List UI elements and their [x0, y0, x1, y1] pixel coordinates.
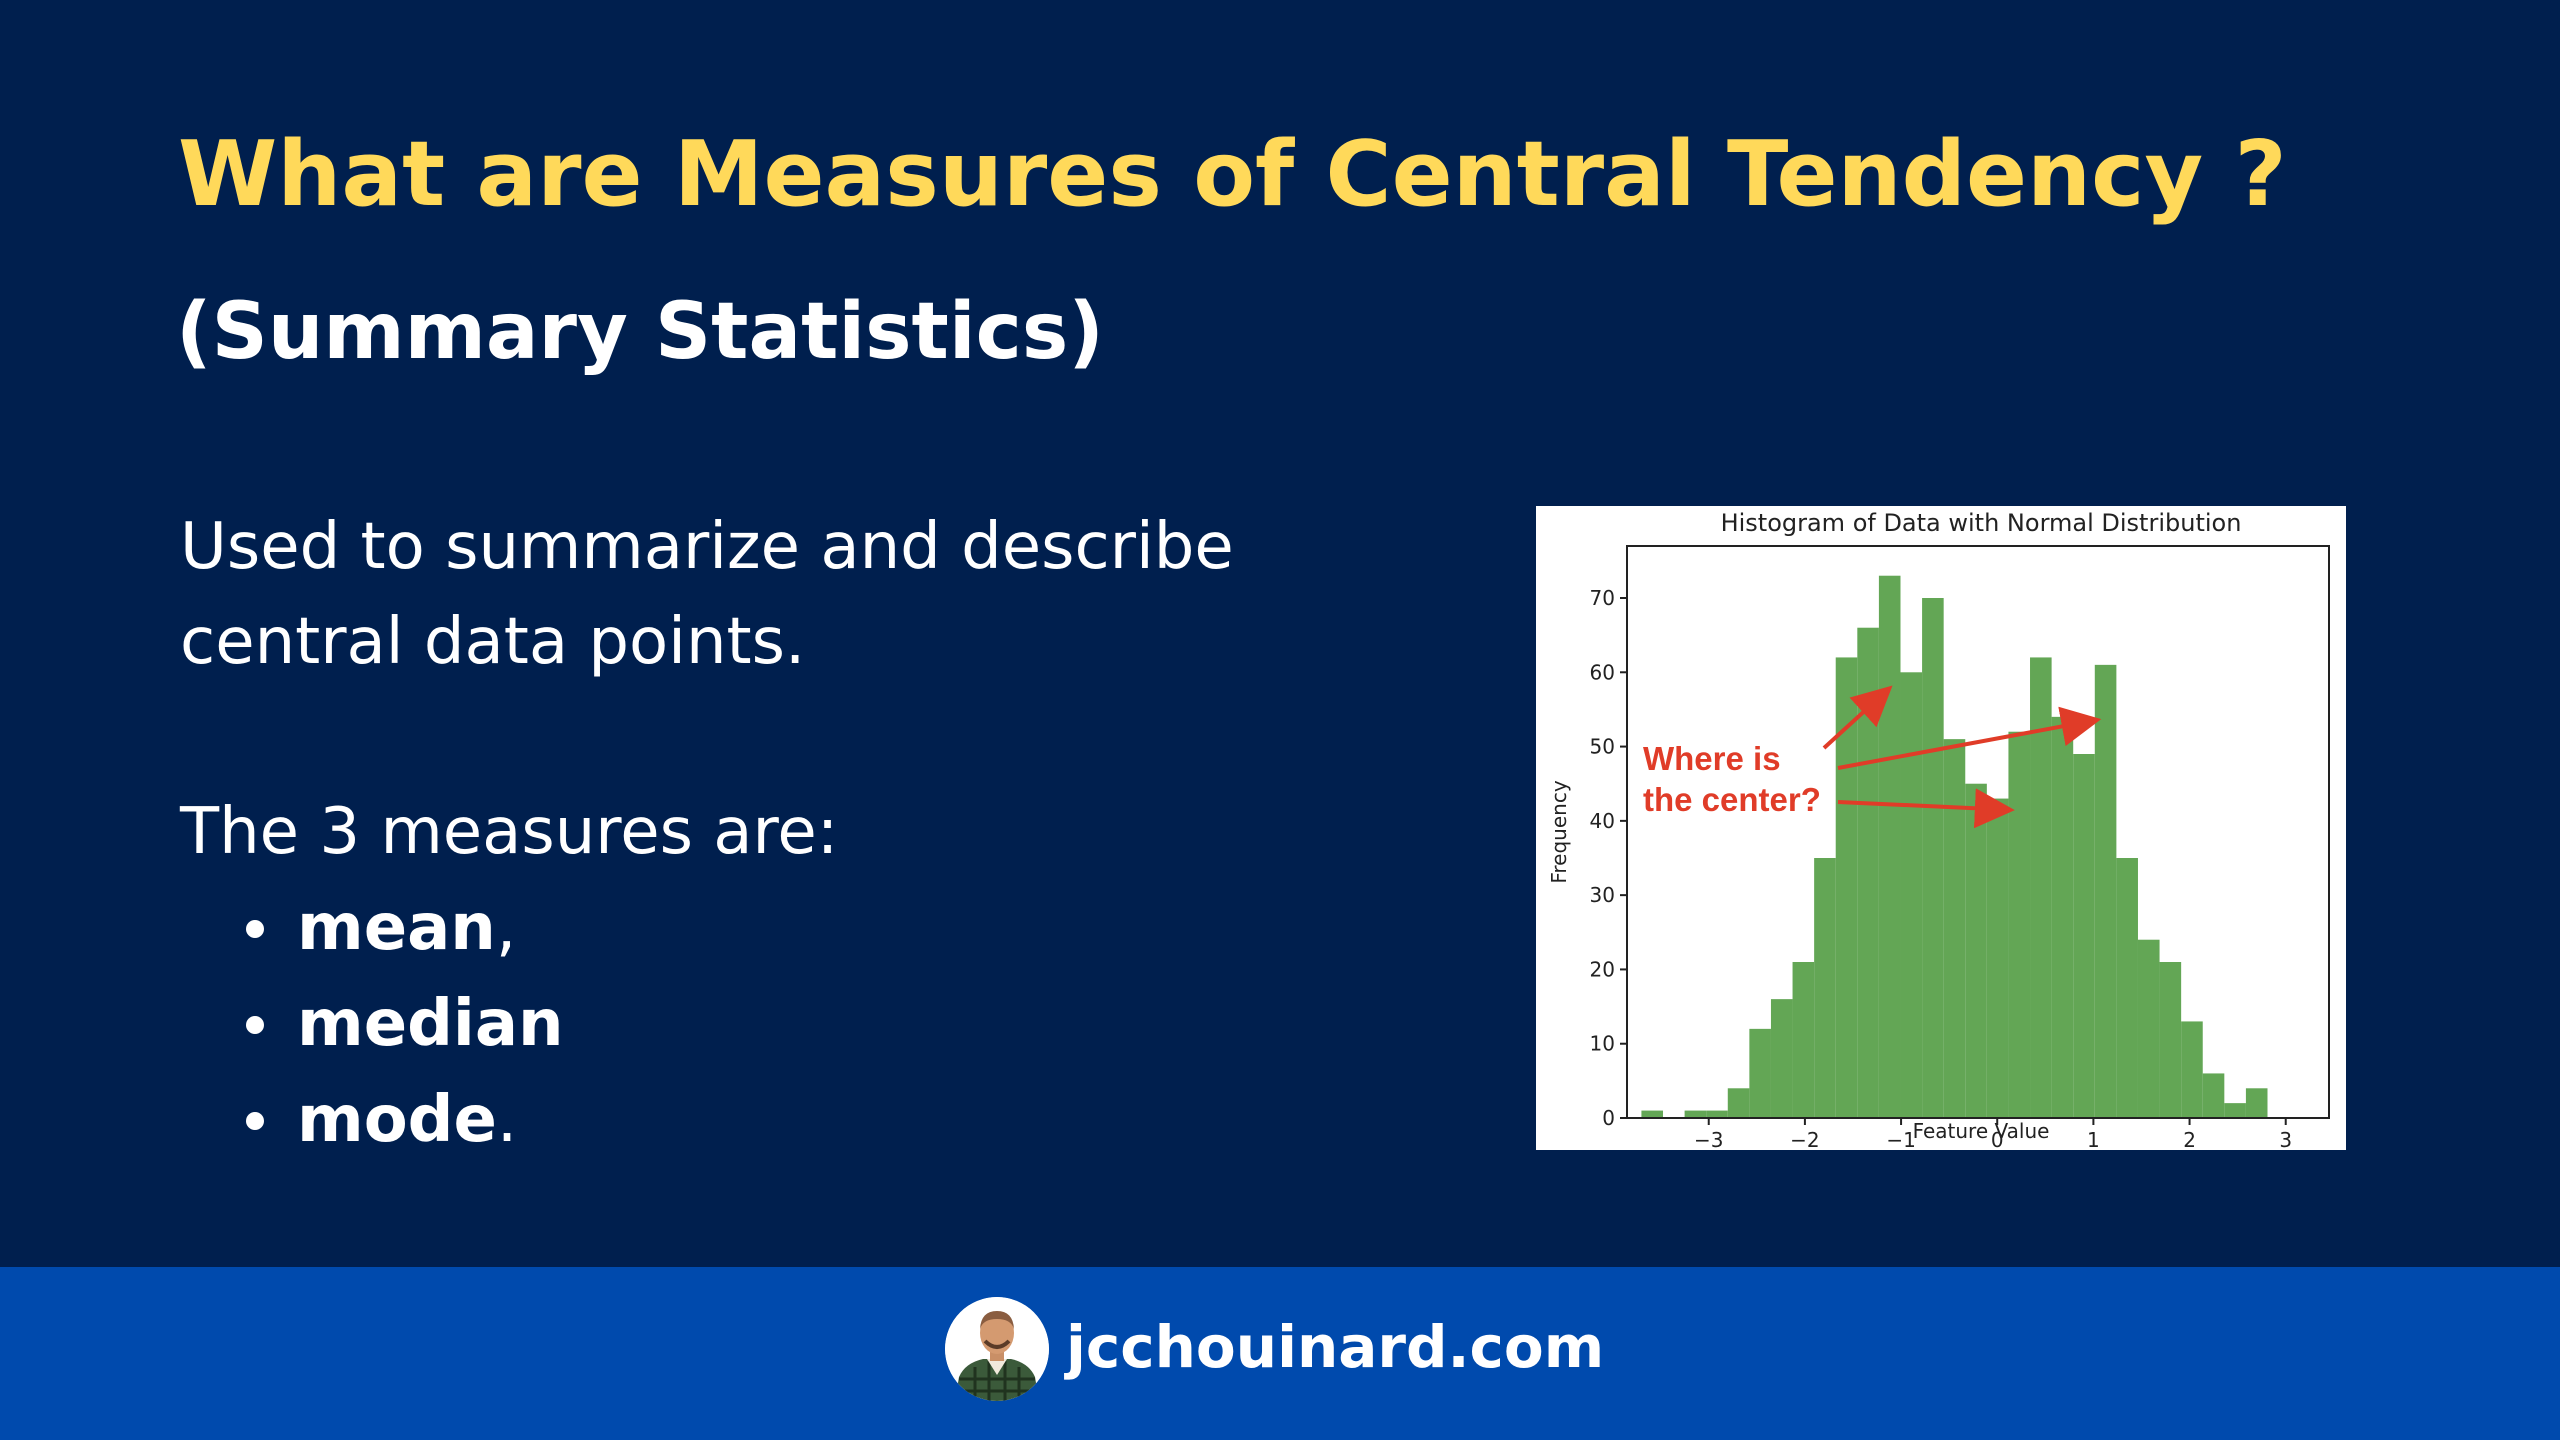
histogram-bar [2224, 1103, 2246, 1118]
histogram-bar [1965, 783, 1987, 1118]
y-axis-ticks: 0 10 20 30 40 50 60 70 [1590, 586, 1627, 1130]
annotation-arrows [1822, 685, 2102, 829]
x-tick-label: 2 [2183, 1128, 2196, 1150]
measure-label: median [297, 987, 564, 1061]
bullet-icon [246, 1016, 264, 1034]
histogram-bar [1641, 1110, 1664, 1118]
measure-label: mode [297, 1083, 497, 1157]
annotation-arrow [1837, 706, 2102, 770]
bullet-icon [246, 920, 264, 938]
histogram-bar [1835, 657, 1858, 1118]
y-axis-label: Frequency [1547, 780, 1571, 883]
histogram-bar [1878, 575, 1901, 1118]
chart-annotation: Where is the center? [1643, 685, 2102, 829]
histogram-bar [2030, 657, 2052, 1118]
histogram-bar [1749, 1028, 1771, 1118]
chart-title: Histogram of Data with Normal Distributi… [1721, 509, 2242, 537]
x-tick-label: −1 [1886, 1128, 1915, 1150]
histogram-bar [1857, 627, 1879, 1118]
bullet-icon [246, 1112, 264, 1130]
histogram-bar [1727, 1088, 1750, 1118]
histogram-bar [2202, 1073, 2225, 1118]
x-tick-label: 0 [1991, 1128, 2004, 1150]
histogram-bar [2245, 1088, 2268, 1118]
y-tick-label: 0 [1602, 1106, 1615, 1130]
list-item-mode: mode. [180, 1072, 564, 1168]
person-avatar-icon [945, 1297, 1049, 1401]
measure-punctuation: , [495, 891, 517, 965]
histogram-bar [2008, 731, 2031, 1118]
x-tick-label: 3 [2279, 1128, 2292, 1150]
list-item-median: median [180, 976, 564, 1072]
histogram-bar [2137, 939, 2160, 1118]
histogram-bar [2181, 1021, 2203, 1118]
annotation-arrow [1837, 788, 2015, 829]
intro-line-1: Used to summarize and describe [180, 510, 1234, 584]
histogram-bar [1770, 999, 1793, 1118]
histogram-bar [1792, 962, 1815, 1118]
plot-frame [1626, 545, 2330, 1119]
y-tick-label: 40 [1590, 809, 1615, 833]
x-axis-label: Feature Value [1913, 1119, 2050, 1143]
histogram-bar [1684, 1110, 1707, 1118]
y-tick-label: 70 [1590, 586, 1615, 610]
measures-lead: The 3 measures are: [180, 795, 839, 869]
annotation-line-1: Where is [1643, 740, 1781, 777]
histogram-bars [1641, 575, 2268, 1118]
histogram-bar [1986, 798, 2009, 1118]
histogram-bar [1943, 739, 1966, 1118]
site-url[interactable]: jcchouinard.com [1066, 1313, 1605, 1381]
y-tick-label: 10 [1590, 1032, 1615, 1056]
annotation-line-2: the center? [1643, 781, 1821, 818]
x-axis-ticks: −3 −2 −1 0 1 2 3 [1694, 1118, 2292, 1150]
x-tick-label: −3 [1694, 1128, 1723, 1150]
list-item-mean: mean, [180, 880, 564, 976]
histogram-bar [2116, 858, 2138, 1118]
histogram-bar [2051, 716, 2074, 1118]
measure-punctuation: . [496, 1083, 518, 1157]
histogram-bar [1814, 858, 1836, 1118]
y-tick-label: 60 [1590, 660, 1615, 684]
x-tick-label: −2 [1790, 1128, 1819, 1150]
histogram-bar [1900, 672, 1923, 1118]
intro-line-2: central data points. [180, 605, 806, 679]
avatar-illustration [945, 1297, 1049, 1401]
histogram-bar [1922, 598, 1944, 1118]
y-tick-label: 50 [1590, 735, 1615, 759]
y-tick-label: 30 [1590, 883, 1615, 907]
measure-label: mean [297, 891, 496, 965]
footer-bar [0, 1267, 2560, 1440]
annotation-arrow [1822, 685, 1893, 750]
slide-subtitle: (Summary Statistics) [176, 287, 1104, 377]
histogram-chart-card: Histogram of Data with Normal Distributi… [1536, 506, 2346, 1150]
histogram-bar [1706, 1110, 1728, 1118]
intro-text: Used to summarize and describe central d… [180, 500, 1480, 690]
x-tick-label: 1 [2087, 1128, 2100, 1150]
slide-title: What are Measures of Central Tendency ? [178, 122, 2287, 227]
histogram-bar [2094, 664, 2117, 1118]
y-tick-label: 20 [1590, 957, 1615, 981]
histogram-chart: Histogram of Data with Normal Distributi… [1547, 509, 2330, 1150]
histogram-bar [2159, 962, 2182, 1118]
measures-list: mean, median mode. [180, 880, 564, 1168]
histogram-bar [2073, 754, 2095, 1118]
